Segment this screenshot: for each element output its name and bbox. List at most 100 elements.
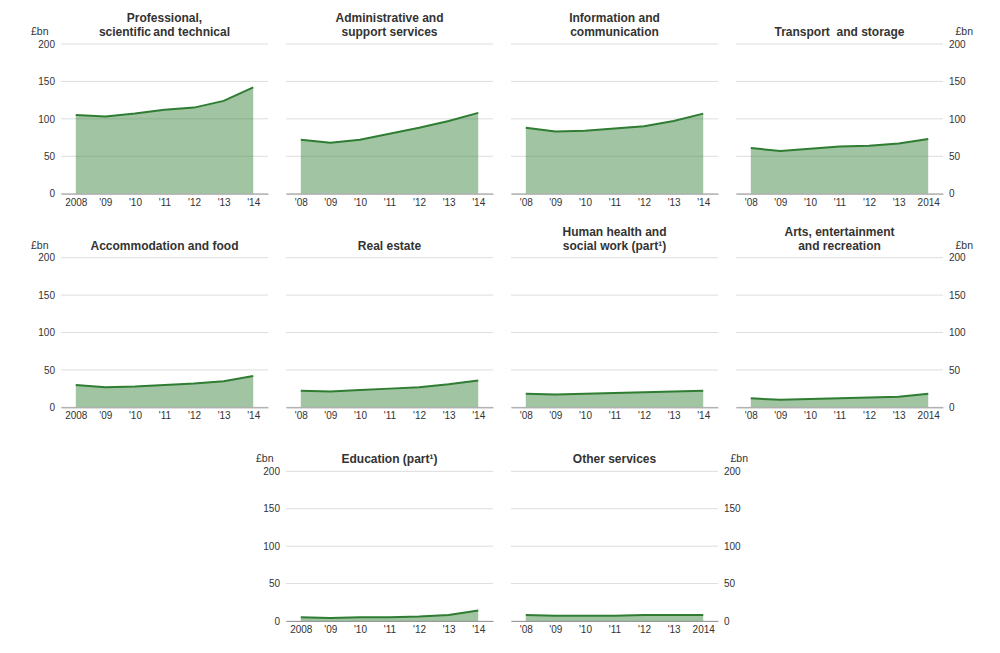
y-tick: 100 [263,541,286,552]
y-tick: 200 [943,39,966,50]
grid-line [511,583,718,584]
panel-title-line: Arts, entertainment [784,225,894,239]
x-tick: '11 [159,407,172,421]
x-tick: '10 [804,194,817,208]
x-tick: '12 [638,194,651,208]
area [76,87,253,193]
grid-line [736,332,943,333]
x-tick: '09 [99,407,112,421]
x-tick-label: 2014 [918,197,941,208]
x-tick-label: 2008 [65,197,88,208]
x-tick: '13 [443,621,456,635]
y-tick: 0 [943,402,955,413]
x-tick-label: '10 [129,197,142,208]
y-tick-label: 0 [949,402,955,413]
y-tick-label: 200 [38,39,55,50]
x-tick: '12 [188,194,201,208]
x-tick-label: '10 [579,410,592,421]
y-tick: 150 [38,76,61,87]
x-tick: '12 [638,407,651,421]
x-tick-label: '10 [354,197,367,208]
x-tick-label: '08 [520,410,533,421]
x-tick: '08 [295,407,308,421]
x-tick-label: '08 [520,197,533,208]
plot-area [526,114,703,194]
y-tick-label: 0 [949,188,955,199]
x-tick-label: '10 [579,624,592,635]
panel-title: Arts, entertainmentand recreation [784,225,894,253]
y-tick: 100 [38,114,61,125]
y-tick-label: 100 [263,541,280,552]
panel-title-line: Information and [569,11,660,25]
panel-title-line: Real estate [358,239,422,253]
grid [286,471,493,621]
panel-title: Information andcommunication [569,11,660,39]
x-tick: '11 [384,407,397,421]
area [301,611,478,621]
x-tick-label: '12 [188,197,201,208]
y-tick: 100 [718,541,741,552]
x-tick-label: '11 [159,197,172,208]
y-tick-label: 150 [949,76,966,87]
panel: '08'09'10'11'12'132014050100150200£bnTra… [736,25,973,208]
chart-container: 2008'09'10'11'12'13'14050100150200£bnPro… [0,0,1000,653]
y-tick-label: 200 [38,252,55,263]
x-tick-label: '09 [549,197,562,208]
x-tick: '10 [579,407,592,421]
y-tick-label: 150 [38,76,55,87]
y-tick-label: 0 [274,616,280,627]
grid [61,258,268,408]
y-tick: 50 [269,578,286,589]
y-tick: 0 [943,188,955,199]
grid [511,44,718,194]
grid-line [286,369,493,370]
x-tick-label: '14 [472,197,485,208]
line [526,614,703,617]
x-tick: '13 [218,407,231,421]
panel-title-line: Education (part¹) [342,452,438,466]
x-tick: '08 [295,194,308,208]
panel: '08'09'10'11'12'13'14Real estate [286,239,494,422]
x-axis: '08'09'10'11'12'13'14 [512,194,719,208]
x-axis-line [737,407,944,408]
plot-area [301,611,478,621]
panel-title-line: Human health and [562,225,666,239]
y-tick: 150 [263,503,286,514]
x-tick-label: '12 [863,410,876,421]
y-axis-label: £bn [31,25,49,37]
x-tick: '11 [159,194,172,208]
x-tick: '11 [609,407,622,421]
x-tick: '14 [697,194,710,208]
y-tick: 200 [38,39,61,50]
grid-line [511,332,718,333]
y-tick: 100 [943,114,966,125]
grid-line [736,44,943,45]
x-tick: '13 [668,194,681,208]
grid [286,258,493,408]
y-tick: 50 [44,365,61,376]
x-tick-label: '10 [354,410,367,421]
plot-area [76,87,253,193]
x-tick: '12 [188,407,201,421]
x-tick-label: '09 [549,410,562,421]
x-tick-label: '11 [384,624,397,635]
x-tick: '10 [129,407,142,421]
grid-line [736,369,943,370]
x-tick-label: '11 [384,410,397,421]
panel-title: Administrative andsupport services [335,11,443,39]
grid-line [511,81,718,82]
grid [736,44,943,194]
x-tick: '10 [804,407,817,421]
x-tick-label: 2008 [290,624,313,635]
x-axis-line [512,407,719,408]
x-tick-label: '12 [638,624,651,635]
x-tick: '14 [472,407,485,421]
x-tick: '13 [668,407,681,421]
x-tick: '14 [472,621,485,635]
x-tick-label: '14 [697,197,710,208]
y-tick-label: 200 [724,466,741,477]
grid-line [286,44,493,45]
grid-line [286,257,493,258]
x-tick: '10 [579,194,592,208]
x-axis: '08'09'10'11'12'132014 [512,621,719,635]
